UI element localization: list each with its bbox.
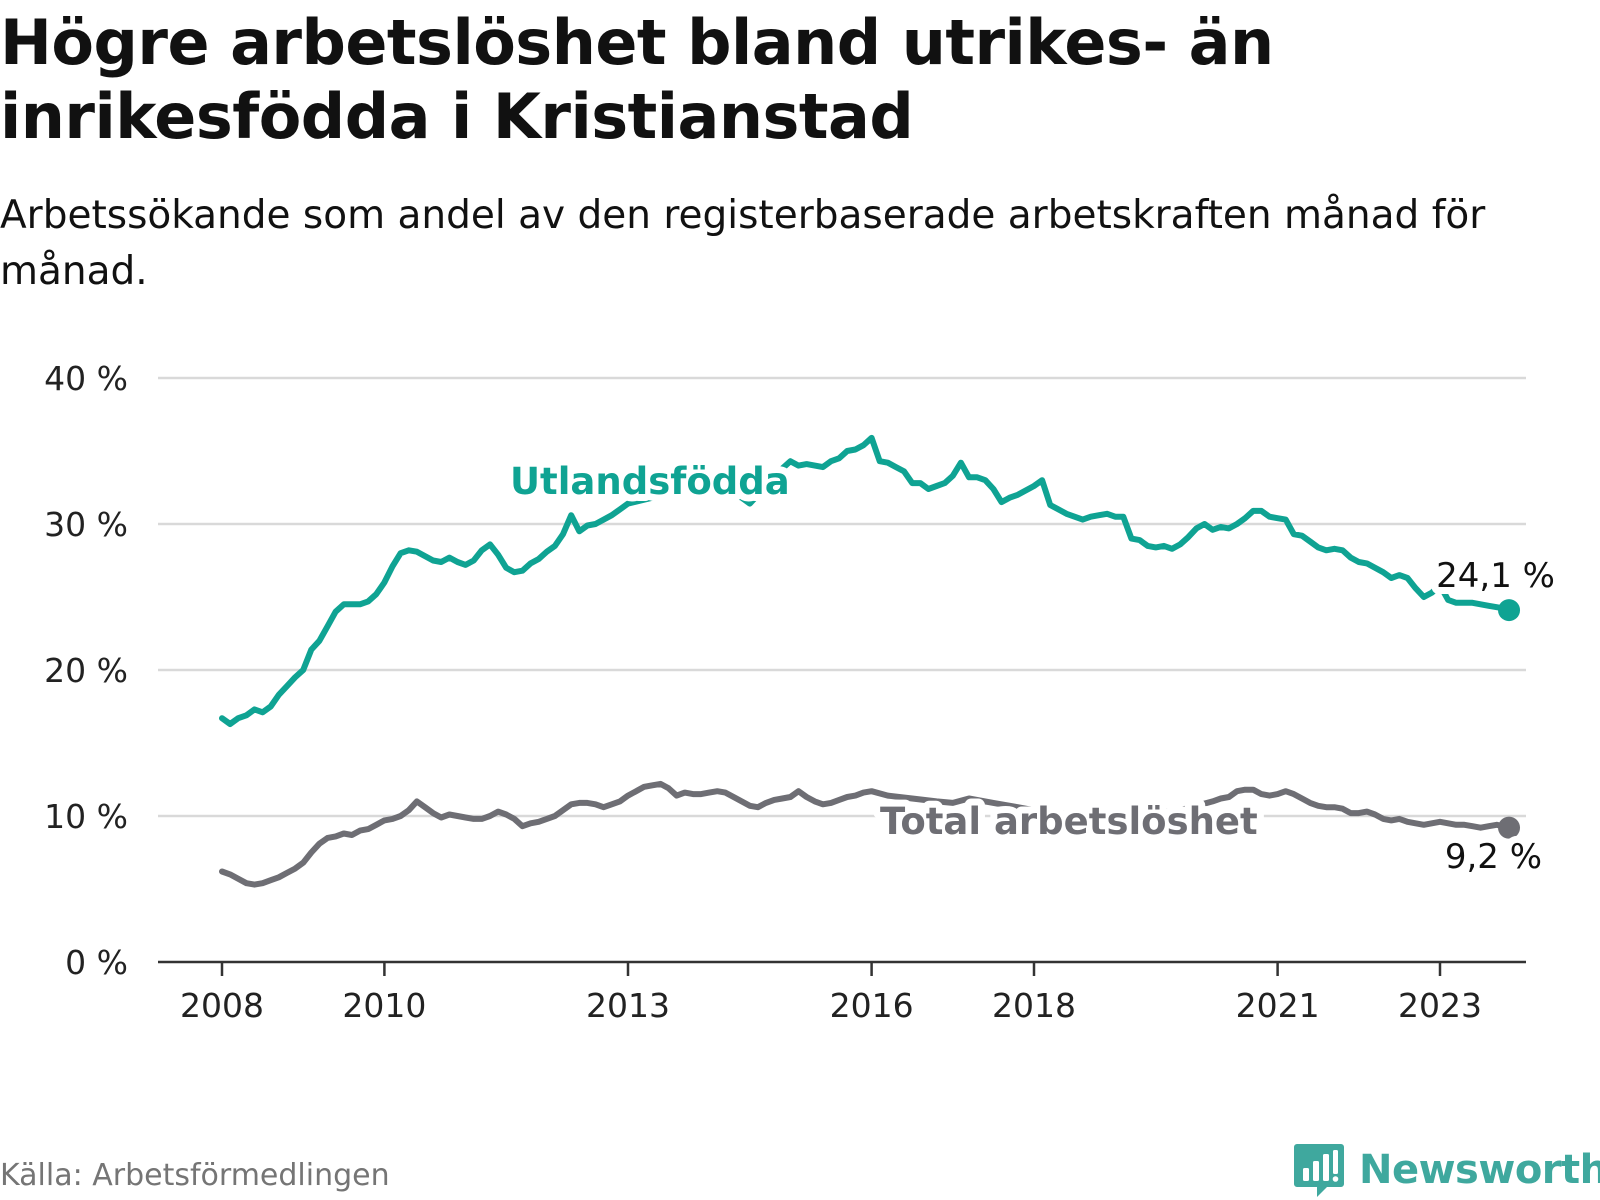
series-lines: [219, 434, 1521, 888]
x-axis: 2008 2010 2013 2016 2018 2021 2023: [158, 960, 1526, 1025]
y-tick-label: 10 %: [44, 797, 128, 836]
chart-subtitle: Arbetssökande som andel av den registerb…: [0, 193, 1486, 294]
x-tick-label: 2016: [830, 986, 914, 1025]
gridlines: [158, 376, 1526, 818]
source-note: Källa: Arbetsförmedlingen: [0, 1158, 390, 1193]
y-tick-label: 30 %: [44, 505, 128, 544]
series-label-utlandsfodda: Utlandsfödda: [510, 460, 790, 503]
x-tick-label: 2023: [1398, 986, 1482, 1025]
series-line-utlandsfodda: [219, 434, 1512, 727]
y-tick-label: 20 %: [44, 651, 128, 690]
end-label-utlandsfodda: 24,1 %: [1436, 556, 1555, 596]
y-axis-tick-labels: 0 % 10 % 20 % 30 % 40 %: [44, 359, 128, 982]
brand-logo: Newsworthy: [1293, 1142, 1600, 1198]
end-point-utlandsfodda: [1498, 599, 1521, 622]
series-label-total: Total arbetslöshet: [880, 800, 1258, 843]
end-label-total: 9,2 %: [1445, 837, 1542, 877]
x-tick-label: 2010: [342, 986, 426, 1025]
end-point-total: [1498, 816, 1521, 839]
brand-name: Newsworthy: [1359, 1147, 1600, 1193]
chart-title: Högre arbetslöshet bland utrikes- än inr…: [0, 6, 1274, 153]
x-tick-label: 2008: [180, 986, 264, 1025]
y-tick-label: 40 %: [44, 359, 128, 398]
x-tick-label: 2018: [992, 986, 1076, 1025]
series-line-total: [219, 780, 1512, 888]
x-tick-label: 2021: [1236, 986, 1320, 1025]
series-labels: Utlandsfödda Total arbetslöshet 24,1 % 9,2 …: [503, 453, 1562, 884]
newsworthy-logo-icon: [1294, 1144, 1344, 1197]
x-tick-label: 2013: [586, 986, 670, 1025]
y-tick-label: 0 %: [65, 943, 128, 982]
